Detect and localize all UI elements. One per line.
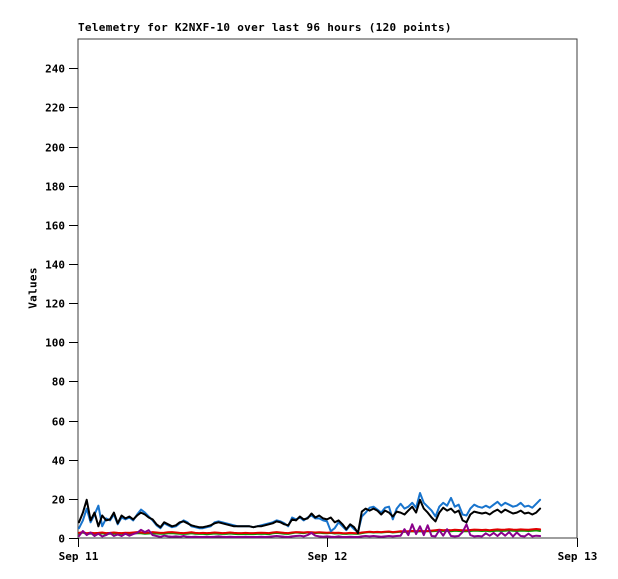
- y-tick-label: 60: [52, 416, 65, 429]
- y-tick-label: 40: [52, 455, 65, 468]
- y-tick-label: 220: [45, 102, 65, 115]
- y-tick-label: 120: [45, 298, 65, 311]
- series-black-line: [78, 498, 542, 535]
- x-tick-label: Sep 12: [308, 550, 348, 563]
- y-tick-label: 180: [45, 181, 65, 194]
- series-purple-line: [78, 523, 542, 538]
- x-tick-label: Sep 13: [558, 550, 598, 563]
- y-tick-label: 80: [52, 376, 65, 389]
- chart-title: Telemetry for K2NXF-10 over last 96 hour…: [78, 21, 452, 34]
- y-tick-label: 0: [58, 533, 65, 546]
- y-tick-label: 140: [45, 259, 65, 272]
- y-tick-label: 200: [45, 142, 65, 155]
- series-blue-line: [78, 492, 542, 534]
- y-tick-label: 20: [52, 494, 65, 507]
- plot-border: [77, 38, 578, 539]
- y-tick-label: 100: [45, 337, 65, 350]
- y-tick-label: 240: [45, 63, 65, 76]
- y-tick-label: 160: [45, 220, 65, 233]
- x-tick-label: Sep 11: [59, 550, 99, 563]
